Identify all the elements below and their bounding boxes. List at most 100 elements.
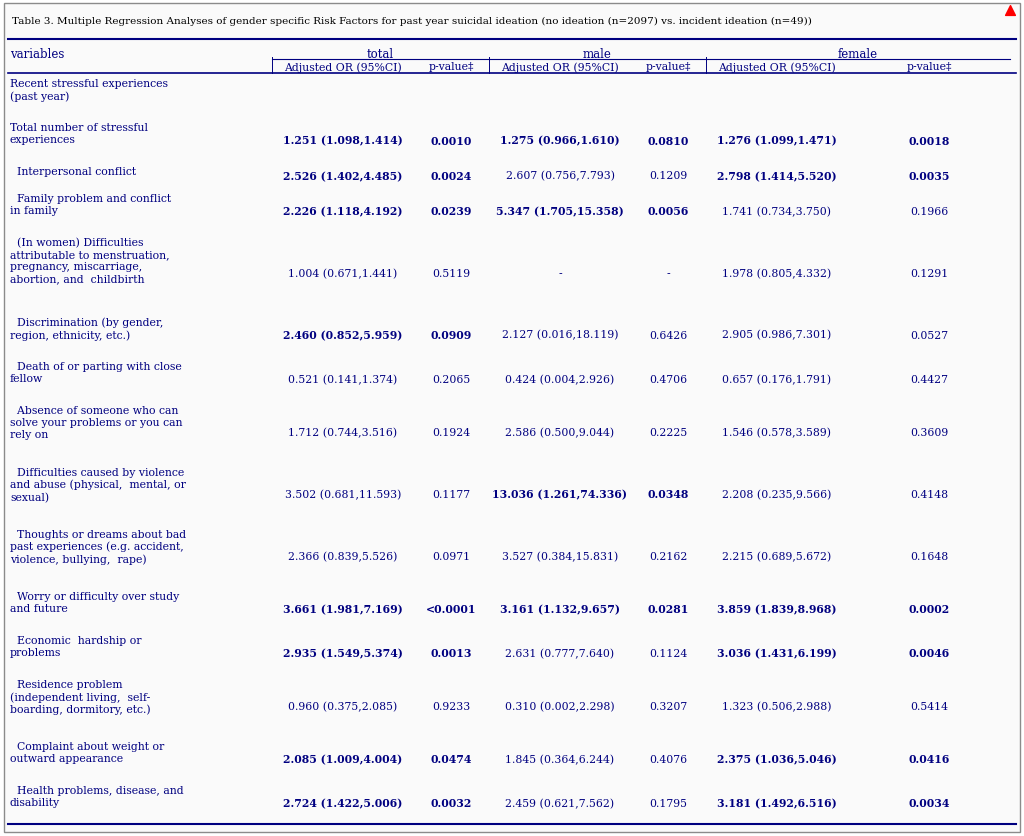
Text: 0.1924: 0.1924 bbox=[432, 427, 471, 437]
Text: 0.0416: 0.0416 bbox=[908, 753, 949, 764]
Text: 0.0035: 0.0035 bbox=[908, 171, 949, 181]
Text: 2.366 (0.839,5.526): 2.366 (0.839,5.526) bbox=[289, 551, 397, 561]
Text: 2.215 (0.689,5.672): 2.215 (0.689,5.672) bbox=[722, 551, 831, 561]
Text: 3.859 (1.839,8.968): 3.859 (1.839,8.968) bbox=[717, 604, 837, 614]
Text: 3.181 (1.492,6.516): 3.181 (1.492,6.516) bbox=[717, 798, 837, 808]
Text: 0.0018: 0.0018 bbox=[908, 135, 949, 146]
Text: Difficulties caused by violence
and abuse (physical,  mental, or
sexual): Difficulties caused by violence and abus… bbox=[10, 467, 186, 502]
Text: 0.0056: 0.0056 bbox=[648, 206, 689, 217]
Text: 0.2065: 0.2065 bbox=[432, 375, 471, 385]
Text: 1.251 (1.098,1.414): 1.251 (1.098,1.414) bbox=[283, 135, 402, 146]
Text: 0.9233: 0.9233 bbox=[432, 701, 471, 711]
Text: 1.845 (0.364,6.244): 1.845 (0.364,6.244) bbox=[506, 754, 614, 764]
Text: 0.0909: 0.0909 bbox=[431, 329, 472, 340]
Text: 2.905 (0.986,7.301): 2.905 (0.986,7.301) bbox=[722, 330, 831, 340]
Text: 1.978 (0.805,4.332): 1.978 (0.805,4.332) bbox=[722, 268, 831, 278]
Text: 0.0239: 0.0239 bbox=[431, 206, 472, 217]
Text: Death of or parting with close
fellow: Death of or parting with close fellow bbox=[10, 361, 181, 383]
Text: 1.276 (1.099,1.471): 1.276 (1.099,1.471) bbox=[717, 135, 837, 146]
Text: 0.0046: 0.0046 bbox=[908, 647, 949, 659]
Text: 0.2162: 0.2162 bbox=[649, 551, 688, 561]
Text: Complaint about weight or
outward appearance: Complaint about weight or outward appear… bbox=[10, 741, 164, 762]
Text: <0.0001: <0.0001 bbox=[426, 604, 477, 614]
Text: variables: variables bbox=[10, 48, 65, 61]
Text: 0.5414: 0.5414 bbox=[910, 701, 948, 711]
Text: 2.526 (1.402,4.485): 2.526 (1.402,4.485) bbox=[284, 171, 402, 181]
Text: p-value‡: p-value‡ bbox=[646, 62, 691, 72]
Text: 0.4148: 0.4148 bbox=[910, 489, 948, 499]
Text: 0.6426: 0.6426 bbox=[649, 330, 688, 340]
Text: p-value‡: p-value‡ bbox=[906, 62, 951, 72]
Text: 1.741 (0.734,3.750): 1.741 (0.734,3.750) bbox=[723, 206, 831, 217]
Text: 0.4427: 0.4427 bbox=[910, 375, 948, 385]
Text: Discrimination (by gender,
region, ethnicity, etc.): Discrimination (by gender, region, ethni… bbox=[10, 317, 164, 340]
Text: 0.2225: 0.2225 bbox=[649, 427, 688, 437]
Text: 0.1966: 0.1966 bbox=[910, 206, 948, 217]
Text: Thoughts or dreams about bad
past experiences (e.g. accident,
violence, bullying: Thoughts or dreams about bad past experi… bbox=[10, 529, 186, 564]
Text: Absence of someone who can
solve your problems or you can
rely on: Absence of someone who can solve your pr… bbox=[10, 405, 182, 439]
Text: 2.460 (0.852,5.959): 2.460 (0.852,5.959) bbox=[284, 329, 402, 340]
Text: 0.960 (0.375,2.085): 0.960 (0.375,2.085) bbox=[289, 701, 397, 711]
Text: Table 3. Multiple Regression Analyses of gender specific Risk Factors for past y: Table 3. Multiple Regression Analyses of… bbox=[12, 17, 812, 26]
Text: Family problem and conflict
in family: Family problem and conflict in family bbox=[10, 193, 171, 216]
Text: 0.0010: 0.0010 bbox=[431, 135, 472, 146]
Text: 3.502 (0.681,11.593): 3.502 (0.681,11.593) bbox=[285, 489, 401, 499]
Text: 3.661 (1.981,7.169): 3.661 (1.981,7.169) bbox=[283, 604, 402, 614]
Text: 2.935 (1.549,5.374): 2.935 (1.549,5.374) bbox=[283, 647, 402, 659]
Text: Total number of stressful
experiences: Total number of stressful experiences bbox=[10, 123, 148, 145]
Text: -: - bbox=[667, 268, 671, 278]
Text: 3.036 (1.431,6.199): 3.036 (1.431,6.199) bbox=[717, 647, 837, 659]
Text: Residence problem
(independent living,  self-
boarding, dormitory, etc.): Residence problem (independent living, s… bbox=[10, 679, 151, 714]
Text: Economic  hardship or
problems: Economic hardship or problems bbox=[10, 635, 141, 657]
Text: Worry or difficulty over study
and future: Worry or difficulty over study and futur… bbox=[10, 591, 179, 613]
Text: 2.127 (0.016,18.119): 2.127 (0.016,18.119) bbox=[502, 330, 618, 340]
Text: p-value‡: p-value‡ bbox=[429, 62, 474, 72]
Text: 2.631 (0.777,7.640): 2.631 (0.777,7.640) bbox=[506, 648, 614, 658]
Text: 0.1177: 0.1177 bbox=[432, 489, 471, 499]
Text: Adjusted OR (95%CI): Adjusted OR (95%CI) bbox=[284, 62, 401, 73]
Text: 0.0024: 0.0024 bbox=[431, 171, 472, 181]
Text: 0.0002: 0.0002 bbox=[908, 604, 949, 614]
Text: 1.546 (0.578,3.589): 1.546 (0.578,3.589) bbox=[723, 427, 831, 437]
Text: 0.1291: 0.1291 bbox=[910, 268, 948, 278]
Text: 2.459 (0.621,7.562): 2.459 (0.621,7.562) bbox=[506, 798, 614, 808]
Text: 0.0034: 0.0034 bbox=[908, 798, 949, 808]
Text: Interpersonal conflict: Interpersonal conflict bbox=[10, 167, 136, 177]
Text: male: male bbox=[583, 48, 612, 61]
Text: 0.0971: 0.0971 bbox=[432, 551, 471, 561]
Text: Adjusted OR (95%CI): Adjusted OR (95%CI) bbox=[718, 62, 836, 73]
Text: 2.085 (1.009,4.004): 2.085 (1.009,4.004) bbox=[284, 753, 402, 764]
Text: 0.521 (0.141,1.374): 0.521 (0.141,1.374) bbox=[289, 374, 397, 385]
Text: 0.3207: 0.3207 bbox=[649, 701, 688, 711]
Text: 0.1209: 0.1209 bbox=[649, 171, 688, 181]
Text: 0.0281: 0.0281 bbox=[648, 604, 689, 614]
Text: 0.4076: 0.4076 bbox=[649, 754, 687, 764]
Text: 1.323 (0.506,2.988): 1.323 (0.506,2.988) bbox=[722, 701, 831, 711]
Text: 0.0348: 0.0348 bbox=[648, 488, 689, 500]
Text: 3.161 (1.132,9.657): 3.161 (1.132,9.657) bbox=[500, 604, 620, 614]
Text: female: female bbox=[838, 48, 878, 61]
Text: total: total bbox=[367, 48, 394, 61]
Text: 5.347 (1.705,15.358): 5.347 (1.705,15.358) bbox=[496, 206, 624, 217]
Text: 0.310 (0.002,2.298): 0.310 (0.002,2.298) bbox=[505, 701, 614, 711]
Text: 2.208 (0.235,9.566): 2.208 (0.235,9.566) bbox=[722, 489, 831, 499]
Text: 0.0810: 0.0810 bbox=[648, 135, 689, 146]
Text: 1.275 (0.966,1.610): 1.275 (0.966,1.610) bbox=[500, 135, 620, 146]
Text: Health problems, disease, and
disability: Health problems, disease, and disability bbox=[10, 785, 183, 807]
Text: 3.527 (0.384,15.831): 3.527 (0.384,15.831) bbox=[502, 551, 618, 561]
Text: 0.5119: 0.5119 bbox=[432, 268, 471, 278]
Text: 0.0032: 0.0032 bbox=[431, 798, 472, 808]
Text: 2.226 (1.118,4.192): 2.226 (1.118,4.192) bbox=[284, 206, 402, 217]
Text: -: - bbox=[558, 268, 562, 278]
Text: 2.798 (1.414,5.520): 2.798 (1.414,5.520) bbox=[717, 171, 837, 181]
Text: 0.1648: 0.1648 bbox=[910, 551, 948, 561]
Text: 0.4706: 0.4706 bbox=[649, 375, 687, 385]
Text: 2.607 (0.756,7.793): 2.607 (0.756,7.793) bbox=[506, 171, 614, 181]
Text: Recent stressful experiences
(past year): Recent stressful experiences (past year) bbox=[10, 79, 168, 102]
Text: 0.1124: 0.1124 bbox=[649, 648, 688, 658]
Text: (In women) Difficulties
attributable to menstruation,
pregnancy, miscarriage,
ab: (In women) Difficulties attributable to … bbox=[10, 237, 170, 283]
Text: 0.0527: 0.0527 bbox=[910, 330, 948, 340]
Text: 0.1795: 0.1795 bbox=[649, 798, 687, 808]
Text: 0.424 (0.004,2.926): 0.424 (0.004,2.926) bbox=[506, 374, 614, 385]
Text: 0.0474: 0.0474 bbox=[431, 753, 472, 764]
